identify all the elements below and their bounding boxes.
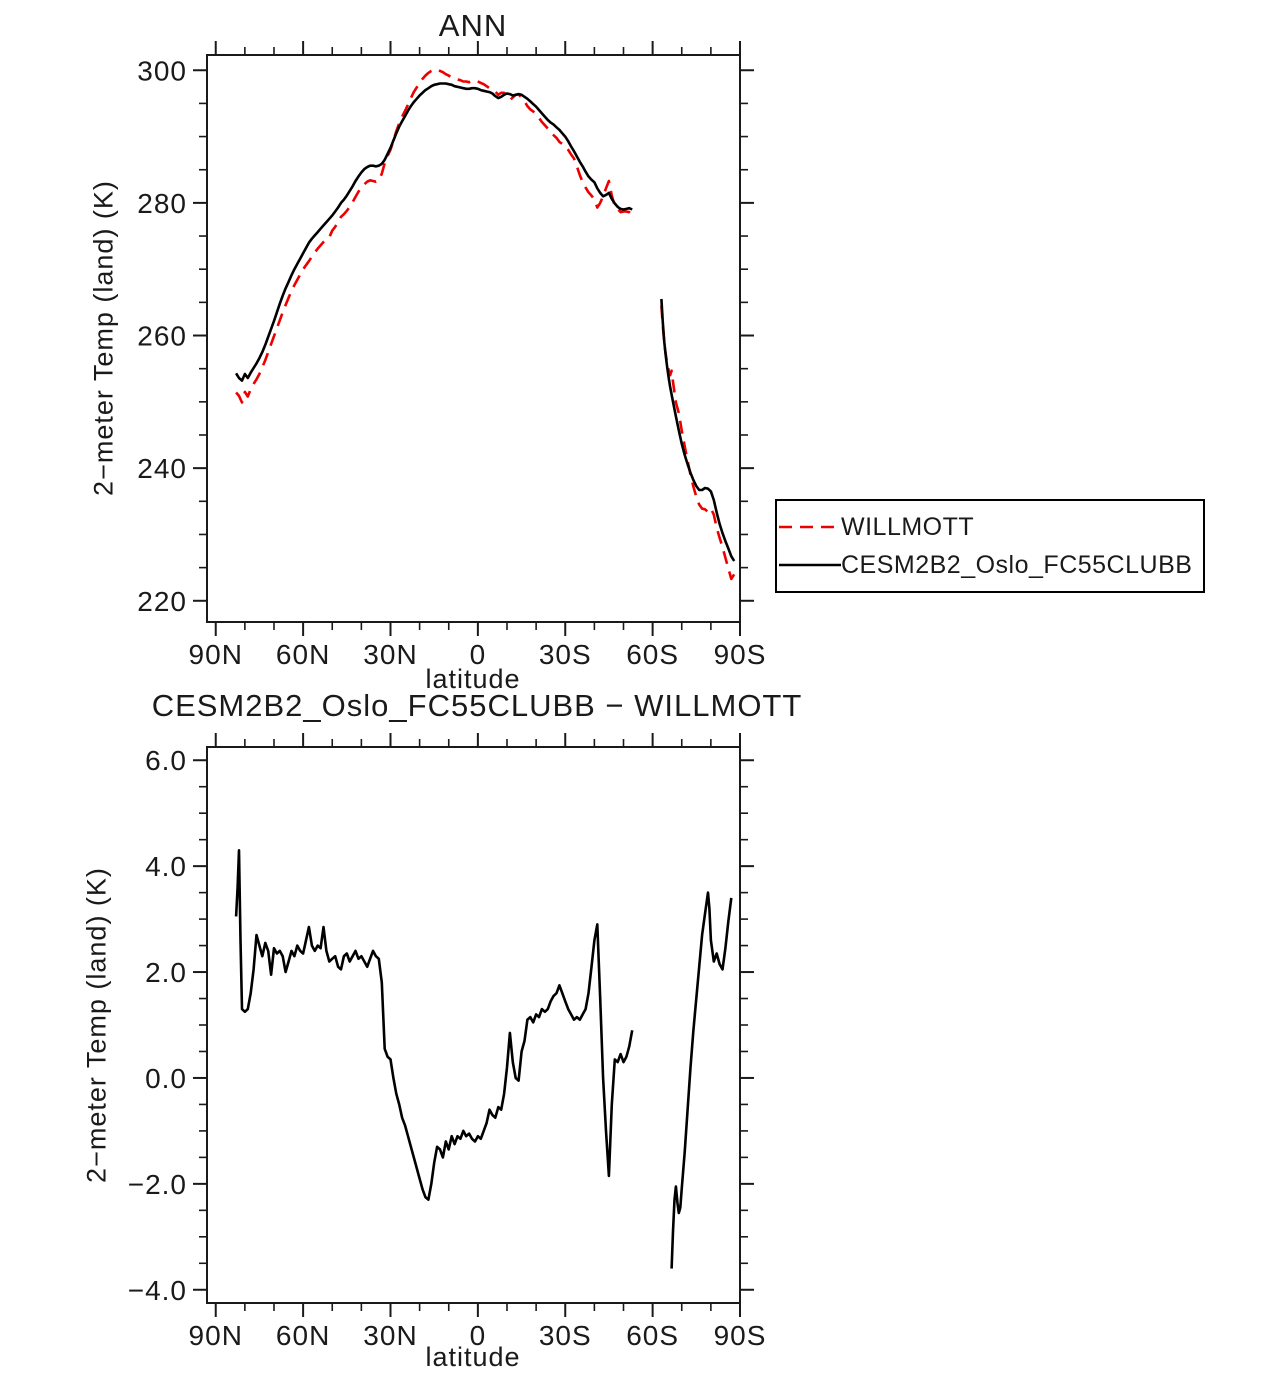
y-tick-label: 6.0	[145, 745, 187, 776]
y-tick-label: 240	[137, 453, 187, 484]
x-tick-label: 90N	[189, 639, 243, 670]
top-chart-title: ANN	[438, 8, 508, 43]
bottom-x-axis-label: latitude	[425, 1342, 521, 1372]
legend-label: WILLMOTT	[841, 512, 975, 541]
y-tick-label: 260	[137, 321, 187, 352]
top-x-axis-label: latitude	[425, 664, 521, 694]
series-line-CESM2B2_Oslo_FC55CLUBB	[660, 298, 736, 562]
y-tick-label: 220	[137, 586, 187, 617]
x-tick-label: 90S	[714, 1320, 767, 1351]
bottom-chart-title: CESM2B2_Oslo_FC55CLUBB − WILLMOTT	[151, 688, 803, 723]
series-line-difference	[670, 891, 733, 1269]
axis-box	[206, 746, 741, 1304]
x-tick-label: 30N	[363, 639, 417, 670]
x-tick-label: 0	[470, 1320, 487, 1351]
legend: WILLMOTT CESM2B2_Oslo_FC55CLUBB	[775, 499, 1205, 593]
y-tick-label: 2.0	[145, 957, 187, 988]
x-tick-label: 60S	[626, 639, 679, 670]
x-tick-label: 60S	[626, 1320, 679, 1351]
y-tick-label: 300	[137, 55, 187, 86]
y-tick-label: 4.0	[145, 851, 187, 882]
legend-item-cesm2b2-oslo-fc55clubb: CESM2B2_Oslo_FC55CLUBB	[779, 546, 1203, 584]
legend-line-sample-dashed	[779, 525, 841, 529]
y-tick-label: −4.0	[128, 1275, 187, 1306]
series-line-CESM2B2_Oslo_FC55CLUBB	[234, 82, 633, 382]
x-tick-label: 90N	[189, 1320, 243, 1351]
y-tick-label: −2.0	[128, 1169, 187, 1200]
x-tick-label: 30S	[539, 1320, 592, 1351]
legend-label: CESM2B2_Oslo_FC55CLUBB	[841, 550, 1193, 579]
difference-chart: 90N 60N 30N 0 30S 60S 90S −4.0 −2.0 0.0 2.0 4.0 6.0	[128, 733, 767, 1351]
legend-line-sample-solid	[779, 563, 841, 567]
y-tick-label: 0.0	[145, 1063, 187, 1094]
x-tick-label: 0	[470, 639, 487, 670]
x-tick-label: 30N	[363, 1320, 417, 1351]
ann-temperature-chart: 90N 60N 30N 0 30S 60S 90S 220 240 260 280 300	[137, 41, 767, 670]
series-line-WILLMOTT	[235, 68, 634, 404]
axis-box	[206, 54, 741, 623]
x-tick-label: 90S	[714, 639, 767, 670]
x-tick-label: 60N	[276, 639, 330, 670]
legend-item-willmott: WILLMOTT	[779, 508, 1203, 546]
series-line-difference	[234, 849, 634, 1202]
x-tick-label: 60N	[276, 1320, 330, 1351]
y-tick-label: 280	[137, 188, 187, 219]
x-tick-label: 30S	[539, 639, 592, 670]
